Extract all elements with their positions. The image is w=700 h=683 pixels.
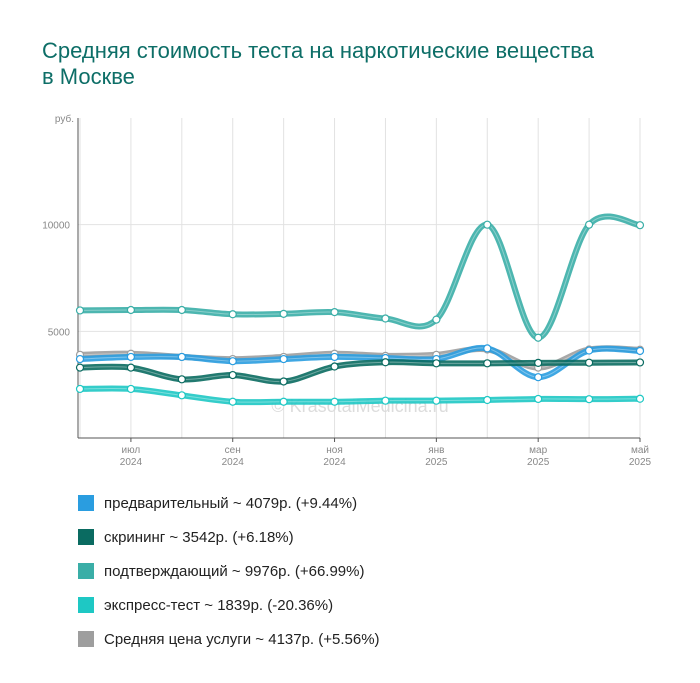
data-point [126,352,136,362]
data-point [228,370,237,380]
legend-label: предварительный ~ 4079р. (+9.44%) [104,494,358,512]
legend-swatch [78,495,94,511]
data-point [279,354,288,364]
line-chart: 500010000руб.июл2024сен2024ноя2024янв202… [42,113,652,468]
data-point [177,352,186,362]
chart-title: Средняя стоимость теста на наркотические… [42,38,594,89]
data-point [432,359,441,368]
legend-item-express[interactable]: экспресс-тест ~ 1839р. (-20.36%) [78,588,380,622]
series-line-highlight [79,215,641,339]
data-point [177,305,186,315]
y-tick-label: 10000 [42,221,70,232]
data-point [330,362,339,371]
data-point [75,306,85,315]
data-point [483,395,492,405]
data-point [584,346,594,355]
legend-swatch [78,631,94,647]
series-line [77,385,643,406]
data-point [534,373,543,382]
legend-item-average[interactable]: Средняя цена услуги ~ 4137р. (+5.56%) [78,622,380,656]
data-point [381,396,390,405]
data-point [330,308,339,317]
x-tick-label-month: янв [428,445,444,456]
series-line [77,213,643,341]
data-point [635,394,645,403]
data-point [635,221,645,230]
series-line-highlight [79,361,641,383]
legend-label: подтверждающий ~ 9976р. (+66.99%) [104,562,365,580]
data-point [75,384,85,394]
x-tick-label-month: май [631,445,649,456]
x-tick-label-year: 2025 [629,457,652,468]
y-tick-label: 5000 [48,327,71,338]
data-point [75,354,85,364]
data-point [228,357,237,366]
data-point [483,220,492,229]
x-tick-label-month: июл [122,445,141,456]
data-point [534,358,543,368]
y-unit-label: руб. [55,113,74,125]
data-point [483,359,492,368]
data-point [584,358,594,367]
data-point [279,397,288,406]
x-tick-label-month: сен [225,445,241,456]
data-point [330,397,339,406]
data-point [279,309,288,318]
data-point [228,397,237,406]
legend-label: скрининг ~ 3542р. (+6.18%) [104,528,294,546]
legend-item-confirmatory[interactable]: подтверждающий ~ 9976р. (+66.99%) [78,554,380,588]
data-point [584,395,594,404]
legend-swatch [78,563,94,579]
data-point [635,346,645,356]
data-point [381,314,390,323]
chart-legend: предварительный ~ 4079р. (+9.44%) скрини… [78,486,380,656]
data-point [177,375,186,384]
data-point [75,363,85,372]
data-point [279,377,288,386]
data-point [534,333,543,342]
legend-label: Средняя цена услуги ~ 4137р. (+5.56%) [104,630,380,648]
x-tick-label-year: 2025 [527,457,550,468]
data-point [483,344,492,353]
data-point [635,358,645,367]
data-point [381,358,390,367]
data-point [177,391,186,400]
data-point [330,352,339,362]
x-tick-label-year: 2024 [120,457,143,468]
x-tick-label-year: 2025 [425,457,448,468]
data-point [534,394,543,404]
data-point [126,384,136,394]
legend-swatch [78,597,94,613]
legend-item-preliminary[interactable]: предварительный ~ 4079р. (+9.44%) [78,486,380,520]
x-tick-label-year: 2024 [323,457,346,468]
data-point [126,363,136,372]
x-tick-label-year: 2024 [222,457,245,468]
x-tick-label-month: мар [529,445,547,456]
legend-item-screening[interactable]: скрининг ~ 3542р. (+6.18%) [78,520,380,554]
data-point [228,310,237,319]
data-point [126,305,136,315]
legend-swatch [78,529,94,545]
data-point [432,396,441,405]
data-point [432,315,441,324]
legend-label: экспресс-тест ~ 1839р. (-20.36%) [104,596,334,614]
series-line [77,359,643,385]
data-point [584,220,594,229]
series-line-highlight [79,387,641,403]
x-tick-label-month: ноя [326,445,343,456]
